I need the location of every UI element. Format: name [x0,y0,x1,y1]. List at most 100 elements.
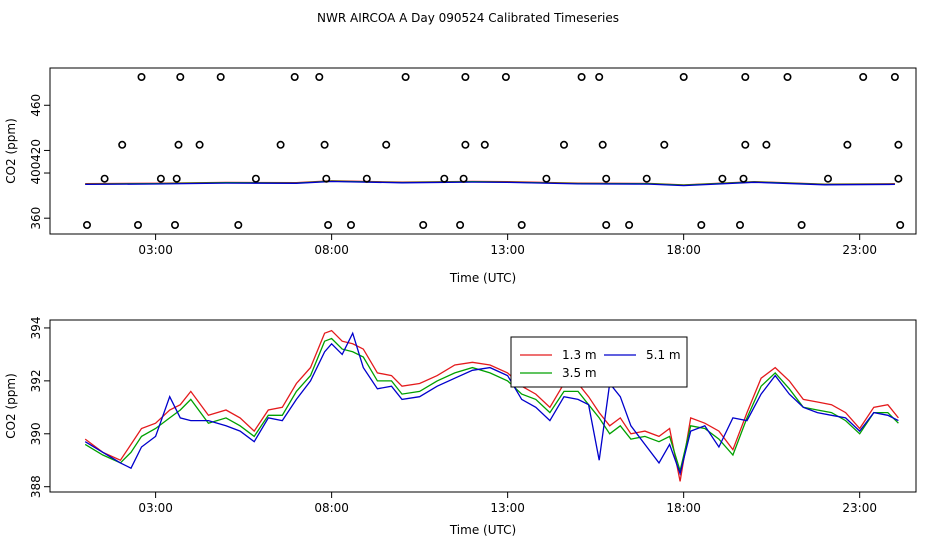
calibration-point [739,174,748,183]
calibration-point [251,174,260,183]
series-line-3-5-m [84,337,899,474]
calibration-point [602,221,611,230]
calibration-point [118,140,127,149]
x-tick-label: 03:00 [138,501,173,515]
legend-label-5-1m: 5.1 m [646,348,681,362]
calibration-point [762,140,771,149]
calibration-point [320,140,329,149]
series-group [84,329,899,482]
y-tick-label: 388 [29,475,43,498]
y-tick-label: 392 [29,369,43,392]
plot-frame [49,67,917,235]
legend-label-1-3m: 1.3 m [562,348,597,362]
calibration-point [382,140,391,149]
calibration-point [156,174,165,183]
x-axis-label: Time (UTC) [449,523,516,537]
calibration-point [290,73,299,82]
calibration-point [741,140,750,149]
calibration-point [172,174,181,183]
calibration-point [660,140,669,149]
calibration-point [171,221,180,230]
calibration-point [602,174,611,183]
calibration-point [346,221,355,230]
x-tick-label: 23:00 [842,501,877,515]
calibration-point [137,73,146,82]
calibration-point [83,221,92,230]
calibration-point [174,140,183,149]
calibration-point [797,221,806,230]
calibration-point [276,140,285,149]
calibration-point [216,73,225,82]
calibration-point [679,73,688,82]
calibration-point [890,73,899,82]
legend-label-3-5m: 3.5 m [562,366,597,380]
y-axis-label: CO2 (ppm) [4,118,18,184]
calibration-point [559,140,568,149]
y-axis: 388 390 392 394 [29,316,50,498]
y-tick-label: 390 [29,422,43,445]
calibration-point [461,73,470,82]
calibration-point [577,73,586,82]
calibration-point [456,221,465,230]
calibration-point [542,174,551,183]
x-tick-label: 23:00 [842,243,877,257]
calibration-point [823,174,832,183]
calibration-point [697,221,706,230]
calibration-point [480,140,489,149]
x-tick-label: 18:00 [666,243,701,257]
calibration-point [100,174,109,183]
y-tick-label: 460 [29,94,43,117]
x-tick-label: 08:00 [314,501,349,515]
calibration-point [419,221,428,230]
x-axis-label: Time (UTC) [449,271,516,285]
calibration-point [718,174,727,183]
calibration-point [362,174,371,183]
calibration-point [501,73,510,82]
calibration-point [642,174,651,183]
calibration-point [741,73,750,82]
calibration-point [440,174,449,183]
calibration-point [517,221,526,230]
x-axis: 03:00 08:00 13:00 18:00 23:00 [138,234,877,257]
x-tick-label: 18:00 [666,501,701,515]
calibration-point [234,221,243,230]
y-axis-label: CO2 (ppm) [4,373,18,439]
calibration-point [595,73,604,82]
x-tick-label: 13:00 [490,243,525,257]
calibration-point [195,140,204,149]
calibration-point [322,174,331,183]
calibration-point [735,221,744,230]
calibration-point [859,73,868,82]
calibration-point [843,140,852,149]
calibration-point [598,140,607,149]
calibration-point [894,140,903,149]
calibration-point [324,221,333,230]
timeseries-panel: 03:00 08:00 13:00 18:00 23:00 388 390 392 394 T… [4,316,917,537]
calibration-point [459,174,468,183]
calibration-point [896,221,905,230]
x-axis: 03:00 08:00 13:00 18:00 23:00 [138,492,877,515]
calibration-point [783,73,792,82]
calibration-point [315,73,324,82]
chart-title: NWR AIRCOA A Day 090524 Calibrated Times… [317,11,619,25]
series-line-5-1-m [85,180,895,187]
series-line-1-3-m [84,329,899,482]
series-group [85,180,895,187]
plot-frame [49,319,917,493]
calibration-points [83,73,905,230]
y-tick-label: 420 [29,139,43,162]
calibration-point [894,174,903,183]
calibration-point [401,73,410,82]
x-tick-label: 08:00 [314,243,349,257]
legend-box [510,336,688,388]
series-line-5-1-m [84,331,899,476]
calibration-point [134,221,143,230]
calibration-point [625,221,634,230]
legend: 1.3 m 5.1 m 3.5 m [510,336,688,388]
calibration-point [176,73,185,82]
y-tick-label: 400 [29,162,43,185]
calibration-point [461,140,470,149]
